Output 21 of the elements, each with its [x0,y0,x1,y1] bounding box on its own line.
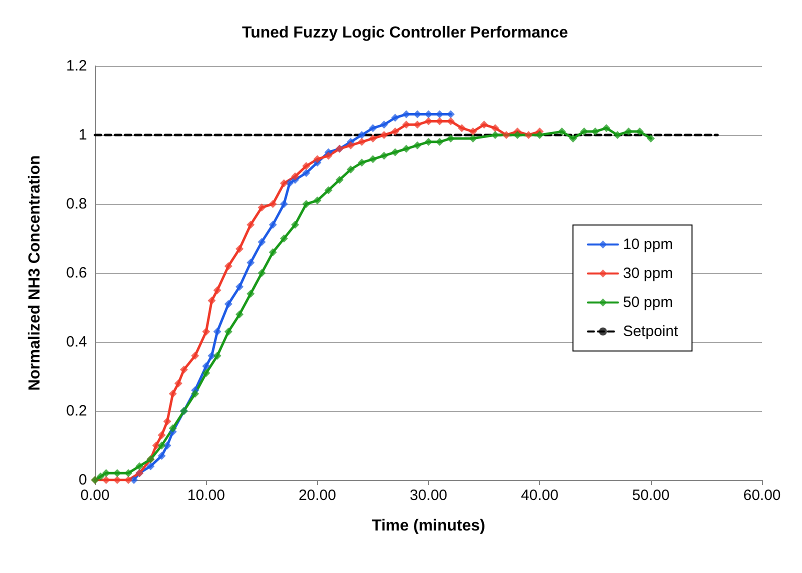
x-tick-label: 20.00 [298,487,336,504]
x-tick-label: 50.00 [632,487,670,504]
legend-label: 50 ppm [622,294,674,311]
x-axis-title: Time (minutes) [372,518,486,534]
y-axis-title: Normalized NH3 Concentration [26,155,44,391]
legend-label: Setpoint [622,323,679,340]
y-tick-label: 0 [78,472,87,488]
y-tick-label: 1.2 [66,58,87,74]
y-tick-label: 0.8 [66,196,87,212]
y-tick-label: 0.4 [66,334,87,350]
x-tick-label: 0.00 [80,487,110,504]
x-tick-label: 10.00 [187,487,225,504]
y-tick-label: 0.2 [66,402,87,420]
x-tick-label: 60.00 [743,487,781,504]
y-tick-label: 1 [78,126,87,144]
legend-label: 30 ppm [622,265,674,282]
x-tick-label: 40.00 [520,487,558,504]
chart-title: Tuned Fuzzy Logic Controller Performance [242,24,568,42]
legend-label: 10 ppm [622,236,674,253]
x-tick-label: 30.00 [410,487,448,504]
y-tick-label: 0.6 [66,264,87,282]
